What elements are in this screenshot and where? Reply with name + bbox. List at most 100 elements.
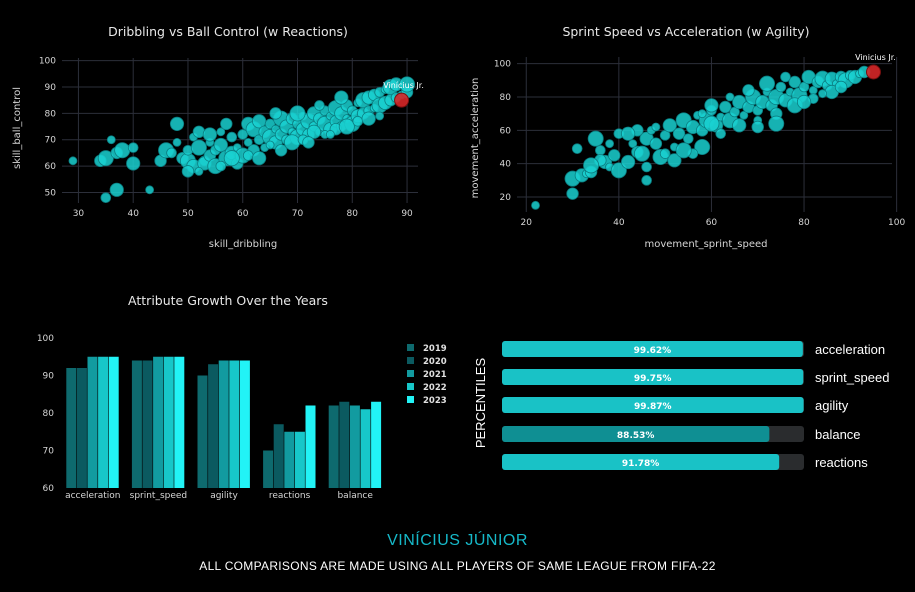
scatter-point <box>334 90 349 105</box>
y-tick-label: 60 <box>500 126 512 136</box>
scatter-point <box>566 187 579 200</box>
percentile-value-label: 91.78% <box>622 459 660 469</box>
scatter-point <box>127 142 139 153</box>
bar-2023 <box>305 405 316 488</box>
x-tick-label: 30 <box>73 209 85 219</box>
bar-2021 <box>218 360 229 488</box>
x-axis-label: movement_sprint_speed <box>645 239 768 250</box>
scatter-point <box>768 115 785 132</box>
scatter-point <box>289 105 306 122</box>
y-tick-label: 40 <box>500 160 512 170</box>
scatter-point <box>243 137 253 147</box>
scatter-point <box>697 109 707 119</box>
chart-title: Sprint Speed vs Acceleration (w Agility) <box>562 24 809 39</box>
legend-label: 2022 <box>423 383 447 393</box>
legend-swatch-2019 <box>407 344 414 351</box>
scatter-point <box>621 126 636 141</box>
y-tick-label: 80 <box>43 409 55 419</box>
y-tick-label: 50 <box>45 188 57 198</box>
x-tick-label: 70 <box>292 209 304 219</box>
scatter-point <box>399 76 416 93</box>
scatter-point <box>651 122 661 132</box>
percentile-bar-fill <box>502 341 803 357</box>
percentile-bar-chart: PERCENTILES 99.62% acceleration 99.75% spri… <box>473 341 889 470</box>
scatter-point <box>531 200 540 210</box>
scatter-chart-dribbling-ball-control: Dribbling vs Ball Control (w Reactions) … <box>12 24 424 250</box>
scatter-point <box>226 131 238 143</box>
scatter-point <box>682 133 694 144</box>
scatter-point <box>97 150 114 167</box>
scatter-point <box>751 120 764 134</box>
bar-2021 <box>349 405 360 488</box>
x-axis-label: skill_dribbling <box>209 239 278 250</box>
bar-2020 <box>208 364 219 488</box>
y-tick-label: 100 <box>494 60 511 70</box>
y-tick-label: 80 <box>45 109 57 119</box>
scatter-chart-sprint-acceleration: Sprint Speed vs Acceleration (w Agility)… <box>470 24 905 250</box>
percentile-bar-fill <box>502 454 780 470</box>
category-label: reactions <box>269 491 311 501</box>
scatter-point <box>274 144 288 157</box>
bar-2020 <box>273 424 284 488</box>
scatter-point <box>190 139 207 156</box>
chart-title: Attribute Growth Over the Years <box>128 293 328 308</box>
y-tick-label: 60 <box>43 484 55 494</box>
scatter-point <box>788 75 801 89</box>
percentile-bar-fill <box>502 397 804 413</box>
legend-swatch-2021 <box>407 370 414 377</box>
scatter-point <box>284 134 301 151</box>
scatter-point <box>605 139 614 149</box>
x-tick-label: 90 <box>401 209 413 219</box>
scatter-point <box>237 129 249 140</box>
percentile-value-label: 99.75% <box>634 374 672 384</box>
scatter-point <box>725 92 735 102</box>
legend-label: 2019 <box>423 344 447 354</box>
scatter-point <box>169 116 185 132</box>
percentile-category-label: agility <box>815 398 849 413</box>
scatter-point <box>759 75 776 92</box>
bar-2022 <box>163 356 174 488</box>
scatter-point <box>719 100 732 114</box>
x-tick-label: 40 <box>127 209 139 219</box>
y-tick-label: 100 <box>37 334 54 344</box>
scatter-point <box>145 185 155 195</box>
percentile-bar-fill <box>502 426 770 442</box>
highlight-point-player <box>865 64 881 80</box>
scatter-point <box>213 137 228 153</box>
x-tick-label: 40 <box>613 218 625 228</box>
scatter-point <box>109 182 124 197</box>
y-tick-label: 100 <box>39 57 56 67</box>
bar-2019 <box>197 375 208 488</box>
player-name: VINÍCIUS JÚNIOR <box>387 532 528 549</box>
scatter-point <box>269 107 282 120</box>
scatter-point <box>775 81 787 93</box>
scatter-point <box>194 166 204 176</box>
scatter-point <box>223 150 240 167</box>
scatter-point <box>215 160 227 172</box>
bar-2023 <box>371 401 382 488</box>
scatter-point <box>202 127 217 142</box>
legend-label: 2020 <box>423 357 447 367</box>
percentile-bar-fill <box>502 369 804 385</box>
percentile-value-label: 99.87% <box>634 402 672 412</box>
legend-label: 2023 <box>423 396 447 406</box>
legend-label: 2021 <box>423 370 447 380</box>
percentile-category-label: acceleration <box>815 342 885 357</box>
scatter-point <box>641 161 652 173</box>
scatter-point <box>166 147 177 159</box>
y-tick-label: 90 <box>45 83 57 93</box>
scatter-point <box>662 118 677 133</box>
grouped-bar-chart-attribute-growth: Attribute Growth Over the Years 60 70 80 90… <box>37 293 447 501</box>
bar-2023 <box>174 356 185 488</box>
percentile-value-label: 99.62% <box>634 346 672 356</box>
scatter-point <box>583 157 600 174</box>
x-tick-label: 50 <box>182 209 194 219</box>
y-tick-label: 70 <box>45 136 57 146</box>
y-tick-label: 20 <box>500 193 512 203</box>
scatter-point <box>667 153 682 168</box>
scatter-point <box>571 143 583 154</box>
y-axis-label: movement_acceleration <box>470 78 481 199</box>
highlight-annotation: Vinícius Jr. <box>383 81 424 90</box>
bar-2023 <box>108 356 119 488</box>
scatter-point <box>641 175 652 186</box>
